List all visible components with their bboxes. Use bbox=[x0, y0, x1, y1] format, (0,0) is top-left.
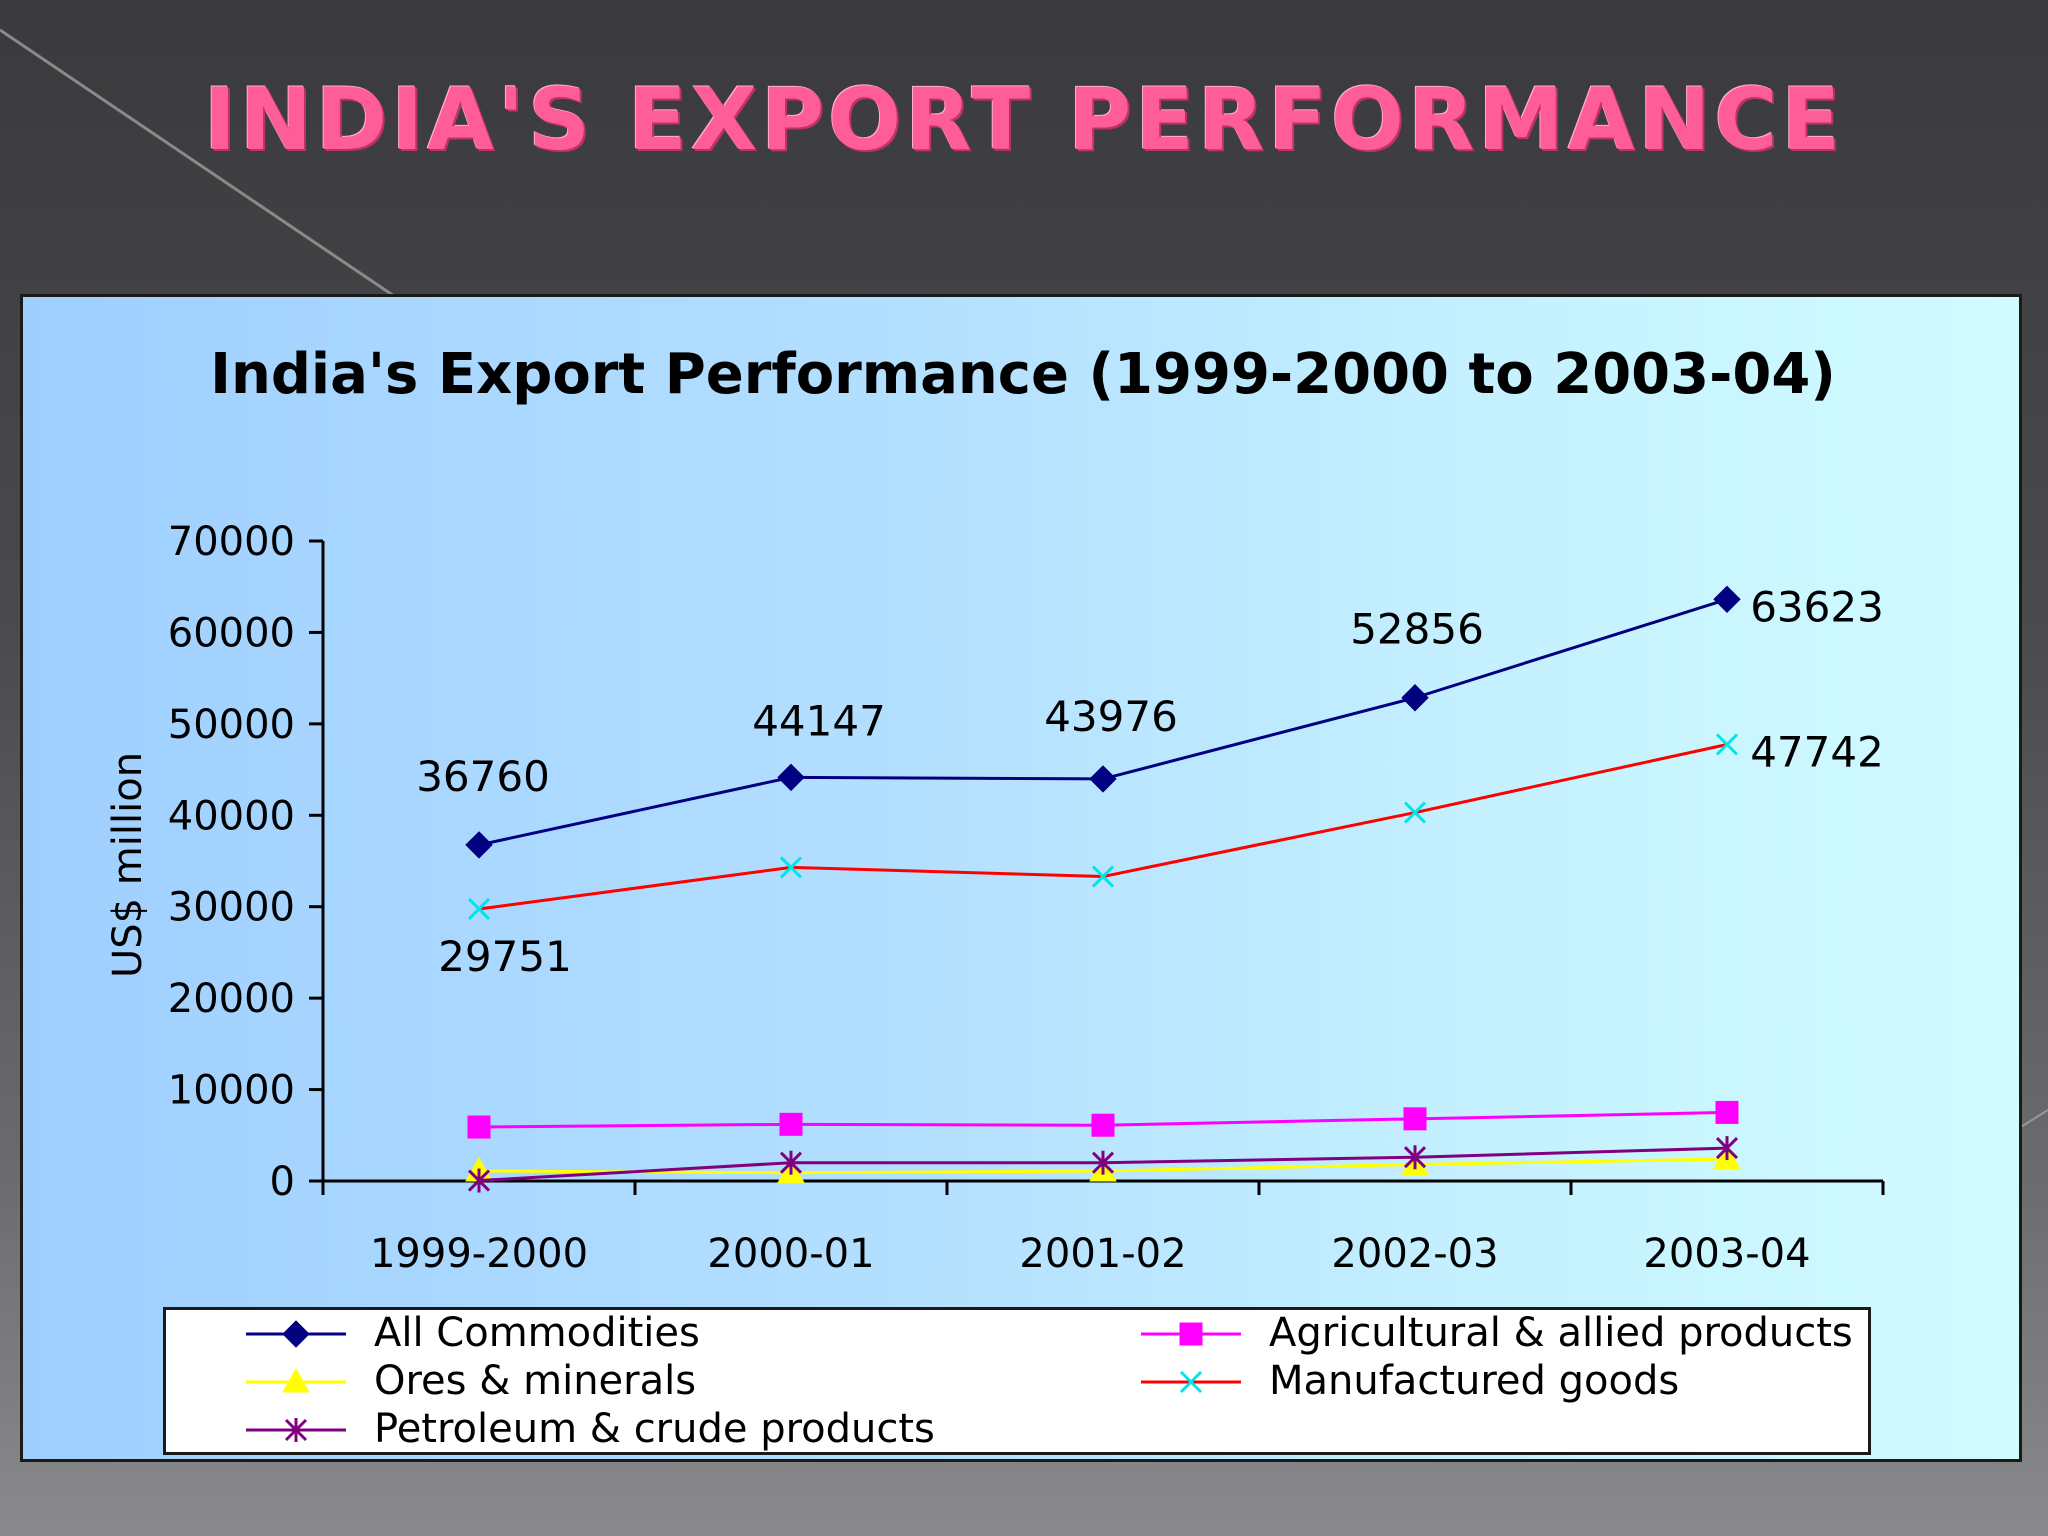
legend-label: All Commodities bbox=[374, 1310, 700, 1356]
y-tick-label: 40000 bbox=[168, 793, 295, 839]
chart-title: India's Export Performance (1999-2000 to… bbox=[210, 342, 1836, 407]
series-manufactured-goods bbox=[467, 733, 1739, 921]
x-tick-label: 2001-02 bbox=[1019, 1231, 1186, 1277]
data-point bbox=[777, 763, 805, 792]
x-tick-label: 2003-04 bbox=[1643, 1231, 1810, 1277]
data-point bbox=[1091, 1113, 1115, 1137]
data-point bbox=[779, 1150, 803, 1175]
data-point bbox=[1715, 1136, 1739, 1161]
data-label: 29751 bbox=[438, 932, 572, 981]
legend-item: All Commodities bbox=[246, 1310, 700, 1356]
data-point bbox=[1713, 585, 1741, 614]
series-agricultural-allied-products bbox=[467, 1100, 1739, 1139]
y-tick-label: 60000 bbox=[168, 610, 295, 656]
data-label: 44147 bbox=[752, 696, 886, 745]
y-tick-label: 70000 bbox=[168, 519, 295, 565]
legend-marker bbox=[1179, 1370, 1203, 1394]
data-label: 63623 bbox=[1750, 582, 1884, 631]
data-point bbox=[1091, 865, 1115, 888]
data-point bbox=[1089, 765, 1117, 793]
data-point bbox=[467, 1115, 491, 1139]
legend: All Commodities Agricultural & allied pro… bbox=[163, 1307, 1871, 1455]
x-tick-label: 1999-2000 bbox=[370, 1231, 588, 1277]
data-point bbox=[1715, 1100, 1739, 1124]
series-petroleum-crude-products bbox=[467, 1136, 1739, 1193]
legend-label: Ores & minerals bbox=[374, 1358, 696, 1404]
data-point bbox=[1403, 1145, 1427, 1170]
legend-marker bbox=[282, 1367, 310, 1393]
y-tick-label: 20000 bbox=[168, 976, 295, 1022]
legend-label: Petroleum & crude products bbox=[374, 1406, 935, 1452]
data-label: 36760 bbox=[416, 752, 550, 801]
x-tick-label: 2000-01 bbox=[707, 1231, 874, 1277]
y-tick-label: 0 bbox=[270, 1159, 295, 1205]
y-axis-label: US$ million bbox=[105, 752, 151, 978]
axes: 70000 60000 50000 40000 30000 20000 10000 0 1999… bbox=[168, 519, 1885, 1277]
data-point bbox=[1403, 1107, 1427, 1131]
legend-label: Manufactured goods bbox=[1269, 1358, 1679, 1404]
series-all-commodities bbox=[465, 585, 1741, 859]
chart-panel: India's Export Performance (1999-2000 to… bbox=[20, 294, 2022, 1462]
data-point bbox=[467, 897, 491, 921]
legend-items: All Commodities Agricultural & allied pro… bbox=[246, 1310, 1853, 1452]
data-label: 47742 bbox=[1750, 728, 1884, 777]
data-label: 43976 bbox=[1044, 692, 1178, 741]
y-tick-label: 10000 bbox=[168, 1068, 295, 1114]
data-point bbox=[779, 856, 803, 879]
line-chart: India's Export Performance (1999-2000 to… bbox=[105, 342, 1885, 1277]
legend-item: Ores & minerals bbox=[246, 1358, 696, 1404]
legend-marker bbox=[284, 1418, 308, 1442]
y-tick-label: 50000 bbox=[168, 702, 295, 748]
data-point bbox=[467, 1168, 491, 1193]
data-labels: 36760 44147 43976 52856 63623 29751 47742 bbox=[416, 582, 1884, 981]
data-point bbox=[1715, 733, 1739, 756]
data-label: 52856 bbox=[1350, 605, 1484, 654]
data-point bbox=[465, 831, 493, 859]
data-point bbox=[1091, 1150, 1115, 1175]
legend-item: Petroleum & crude products bbox=[246, 1406, 935, 1452]
legend-item: Manufactured goods bbox=[1141, 1358, 1679, 1404]
slide-title: INDIA'S EXPORT PERFORMANCE bbox=[203, 70, 1845, 170]
data-point bbox=[1401, 684, 1429, 712]
legend-marker bbox=[1179, 1322, 1203, 1346]
legend-label: Agricultural & allied products bbox=[1269, 1310, 1853, 1356]
legend-item: Agricultural & allied products bbox=[1141, 1310, 1853, 1356]
legend-marker bbox=[282, 1320, 310, 1348]
series-layer bbox=[465, 585, 1741, 1193]
x-tick-label: 2002-03 bbox=[1331, 1231, 1498, 1277]
data-point bbox=[779, 1112, 803, 1136]
y-tick-label: 30000 bbox=[168, 885, 295, 931]
data-point bbox=[1403, 801, 1427, 824]
